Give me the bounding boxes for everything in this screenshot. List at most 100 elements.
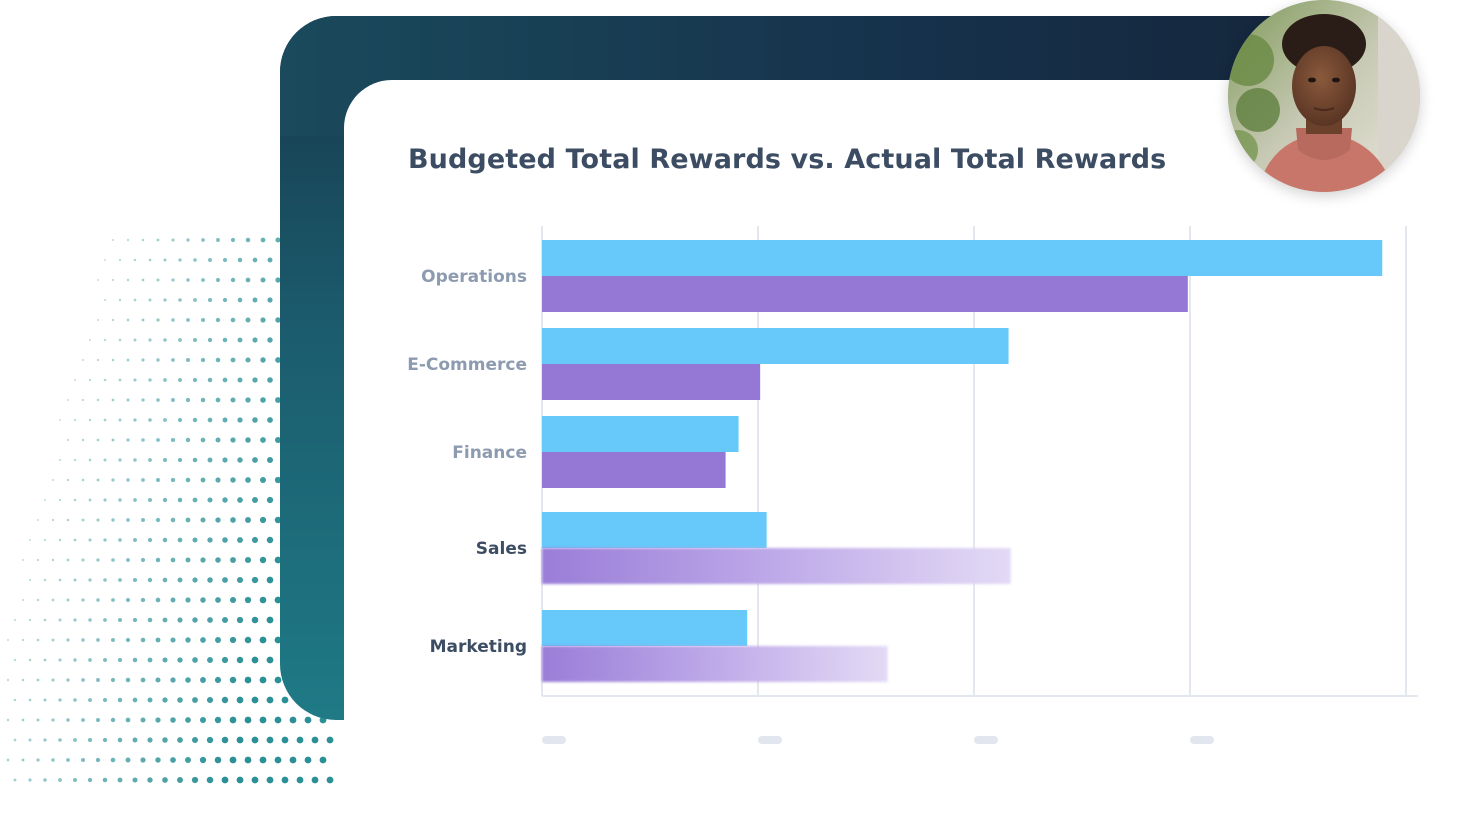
decor-dot [244,676,252,684]
decor-dot [266,496,274,504]
decor-dot [148,378,152,382]
decor-dot [140,597,146,603]
decor-dot [252,497,258,503]
decor-dot [192,337,198,343]
decor-dot [191,776,199,784]
decor-dot [229,716,237,724]
decor-dot [207,377,213,383]
decor-dot [214,676,222,684]
decor-dot [118,538,122,542]
decor-dot [177,617,183,623]
decor-dot [73,738,77,742]
decor-dot [236,576,244,584]
decor-dot [58,778,62,782]
decor-dot [88,698,92,702]
decor-dot [95,757,101,763]
decor-dot [102,737,108,743]
decor-dot [81,638,85,642]
person-portrait-icon [1228,0,1420,192]
category-label-e-commerce: E-Commerce [407,355,527,375]
decor-dot [200,597,206,603]
decor-dot [155,597,161,603]
decor-dot [43,538,47,542]
decor-dot [118,378,122,382]
decor-dot [230,557,236,563]
decor-dot [245,237,251,243]
decor-dot [133,378,137,382]
decor-dot [289,756,297,764]
decor-dot [266,536,274,544]
decor-dot [207,657,213,663]
decor-dot [28,698,32,702]
decor-dot [96,598,100,602]
decor-dot [118,418,122,422]
decor-dot [274,636,282,644]
decor-dot [111,318,115,322]
decor-dot [88,338,92,342]
decor-dot [141,238,145,242]
decor-dot [155,717,161,723]
decor-dot [170,597,176,603]
decor-dot [207,537,213,543]
decor-dot [96,478,100,482]
decor-dot [266,696,274,704]
decor-dot [95,717,101,723]
decor-dot [207,497,213,503]
decor-dot [245,317,251,323]
decor-dot [207,297,213,303]
decor-dot [118,498,122,502]
decor-dot [6,678,10,682]
decor-dot [147,577,153,583]
decor-dot [207,617,213,623]
decor-dot [274,596,282,604]
decor-dot [163,338,167,342]
decor-dot [216,238,220,242]
decor-dot [43,618,47,622]
decor-dot [215,277,221,283]
decor-dot [147,737,153,743]
decor-dot [73,698,77,702]
decor-dot [245,477,251,483]
decor-dot [140,557,146,563]
decor-dot [274,716,282,724]
decor-dot [206,776,214,784]
decor-dot [229,596,237,604]
decor-dot [111,518,115,522]
decor-dot [215,477,221,483]
decor-dot [66,478,70,482]
decor-dot [13,738,17,742]
decor-dot [192,577,198,583]
decor-dot [214,756,222,764]
decor-dot [192,377,198,383]
decor-dot [147,697,153,703]
decor-dot [267,377,273,383]
decor-dot [177,697,183,703]
decor-dot [110,717,116,723]
decor-dot [147,617,153,623]
decor-dot [192,657,198,663]
decor-dot [58,578,62,582]
bar-budgeted-sales [542,512,767,548]
decor-dot [103,538,107,542]
bar-budgeted-e-commerce [542,328,1009,364]
decor-dot [81,558,85,562]
decor-dot [274,476,282,484]
decor-dot [13,658,17,662]
decor-dot [13,698,17,702]
decor-dot [141,478,145,482]
decor-dot [132,657,138,663]
decor-dot [81,678,85,682]
decor-dot [251,656,259,664]
decor-dot [58,658,62,662]
decor-dot [281,736,289,744]
decor-dot [133,498,137,502]
decor-dot [126,358,130,362]
decor-dot [110,757,116,763]
decor-dot [259,756,267,764]
decor-dot [186,238,190,242]
decor-dot [267,297,273,303]
decor-dot [222,577,228,583]
decor-dot [6,718,10,722]
decor-dot [66,678,70,682]
decor-dot [252,337,258,343]
